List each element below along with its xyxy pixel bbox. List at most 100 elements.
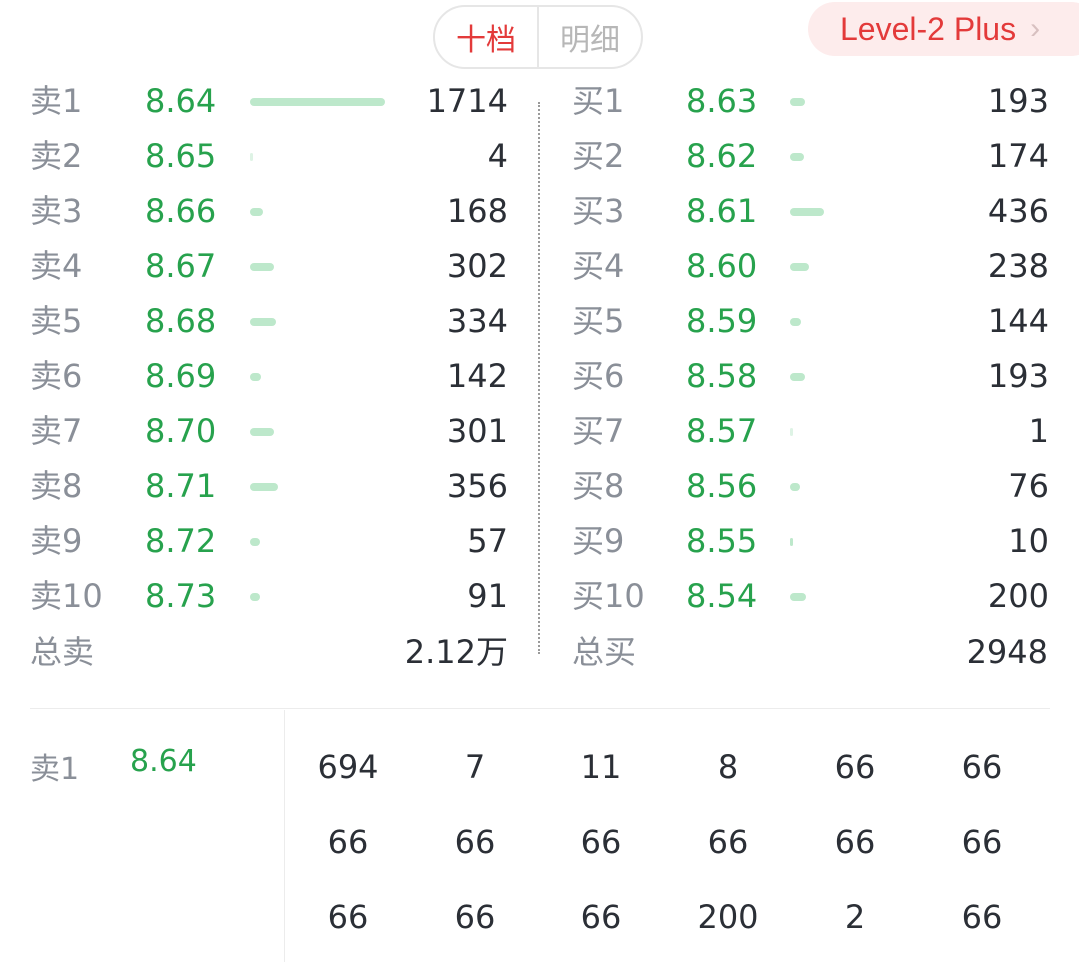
tab-details[interactable]: 明细 [537, 7, 641, 67]
sell-level-label: 卖9 [30, 522, 83, 560]
sell-level-price[interactable]: 8.70 [145, 412, 217, 450]
buy-depth-bar [790, 208, 824, 216]
queue-order-cell: 66 [961, 823, 1003, 861]
queue-order-cell: 66 [327, 823, 369, 861]
level2-plus-label: Level-2 Plus [840, 10, 1017, 47]
buy-depth-bar [790, 593, 806, 601]
sell-depth-bar [250, 538, 260, 546]
buy-depth-bar [790, 373, 805, 381]
queue-order-cell: 8 [717, 748, 739, 786]
sell-depth-bar [250, 263, 274, 271]
sell-depth-bar [250, 153, 253, 161]
total-buy-value: 2948 [966, 633, 1048, 671]
queue-order-cell: 2 [844, 898, 866, 936]
sell-depth-bar [250, 373, 261, 381]
orderbook-tabs: 十档 明细 [433, 5, 643, 69]
sell-depth-bar [250, 428, 274, 436]
sell-level-price[interactable]: 8.68 [145, 302, 217, 340]
buy-level-price[interactable]: 8.54 [686, 577, 758, 615]
buy-level-price[interactable]: 8.57 [686, 412, 758, 450]
tab-ten-levels[interactable]: 十档 [456, 23, 516, 58]
total-sell-label: 总卖 [30, 633, 95, 671]
buy-level-volume: 1 [1028, 412, 1049, 450]
buy-level-label: 买10 [572, 577, 645, 615]
buy-level-label: 买3 [572, 192, 625, 230]
sell-level-volume: 4 [487, 137, 508, 175]
sell-level-label: 卖7 [30, 412, 83, 450]
buy-level-label: 买2 [572, 137, 625, 175]
queue-order-cell: 66 [327, 898, 369, 936]
buy-level-label: 买9 [572, 522, 625, 560]
sell-level-label: 卖1 [30, 82, 83, 120]
total-buy-label: 总买 [572, 633, 637, 671]
sell-level-price[interactable]: 8.65 [145, 137, 217, 175]
queue-order-cell: 66 [834, 823, 876, 861]
buy-level-volume: 436 [987, 192, 1049, 230]
queue-order-cell: 66 [454, 823, 496, 861]
sell-level-price[interactable]: 8.64 [145, 82, 217, 120]
buy-level-price[interactable]: 8.61 [686, 192, 758, 230]
queue-order-cell: 200 [697, 898, 759, 936]
sell-level-price[interactable]: 8.67 [145, 247, 217, 285]
total-sell-value: 2.12万 [404, 633, 508, 671]
queue-order-cell: 11 [580, 748, 622, 786]
buy-level-label: 买8 [572, 467, 625, 505]
buy-depth-bar [790, 153, 804, 161]
buy-depth-bar [790, 318, 801, 326]
queue-order-cell: 66 [961, 898, 1003, 936]
sell-level-label: 卖5 [30, 302, 83, 340]
sell-level-price[interactable]: 8.72 [145, 522, 217, 560]
sell-level-price[interactable]: 8.69 [145, 357, 217, 395]
buy-level-volume: 10 [1008, 522, 1049, 560]
sell-level-label: 卖8 [30, 467, 83, 505]
buy-level-volume: 200 [987, 577, 1049, 615]
queue-order-cell: 66 [707, 823, 749, 861]
buy-depth-bar [790, 98, 805, 106]
buy-level-price[interactable]: 8.58 [686, 357, 758, 395]
sell-level-label: 卖2 [30, 137, 83, 175]
buy-depth-bar [790, 428, 793, 436]
level2-plus-button[interactable]: Level-2 Plus › [808, 2, 1079, 56]
queue-order-cell: 66 [580, 898, 622, 936]
buy-level-label: 买5 [572, 302, 625, 340]
sell-level-price[interactable]: 8.73 [145, 577, 217, 615]
sell-level-label: 卖4 [30, 247, 83, 285]
sell-level-label: 卖10 [30, 577, 103, 615]
sell-depth-bar [250, 593, 260, 601]
sell-level-label: 卖3 [30, 192, 83, 230]
buy-level-volume: 144 [987, 302, 1049, 340]
buy-level-price[interactable]: 8.63 [686, 82, 758, 120]
queue-level-label: 卖1 [30, 752, 80, 787]
sell-depth-bar [250, 98, 385, 106]
queue-order-cell: 7 [464, 748, 486, 786]
sell-level-volume: 142 [446, 357, 508, 395]
buy-depth-bar [790, 538, 793, 546]
sell-level-volume: 301 [446, 412, 508, 450]
buy-level-volume: 174 [987, 137, 1049, 175]
sell-level-price[interactable]: 8.66 [145, 192, 217, 230]
buy-level-label: 买4 [572, 247, 625, 285]
buy-level-label: 买6 [572, 357, 625, 395]
buy-level-volume: 193 [987, 357, 1049, 395]
buy-level-price[interactable]: 8.59 [686, 302, 758, 340]
queue-divider [284, 710, 285, 962]
sell-level-label: 卖6 [30, 357, 83, 395]
buy-level-price[interactable]: 8.60 [686, 247, 758, 285]
sell-level-volume: 91 [467, 577, 508, 615]
sell-level-volume: 168 [446, 192, 508, 230]
buy-level-volume: 238 [987, 247, 1049, 285]
buy-depth-bar [790, 483, 800, 491]
sell-level-volume: 57 [467, 522, 508, 560]
sell-level-price[interactable]: 8.71 [145, 467, 217, 505]
queue-order-cell: 694 [317, 748, 379, 786]
sell-depth-bar [250, 318, 276, 326]
sell-level-volume: 302 [446, 247, 508, 285]
buy-level-price[interactable]: 8.62 [686, 137, 758, 175]
section-divider [30, 708, 1050, 709]
buy-level-volume: 76 [1008, 467, 1049, 505]
book-divider [538, 102, 540, 654]
buy-level-price[interactable]: 8.55 [686, 522, 758, 560]
sell-level-volume: 334 [446, 302, 508, 340]
buy-level-price[interactable]: 8.56 [686, 467, 758, 505]
buy-depth-bar [790, 263, 809, 271]
